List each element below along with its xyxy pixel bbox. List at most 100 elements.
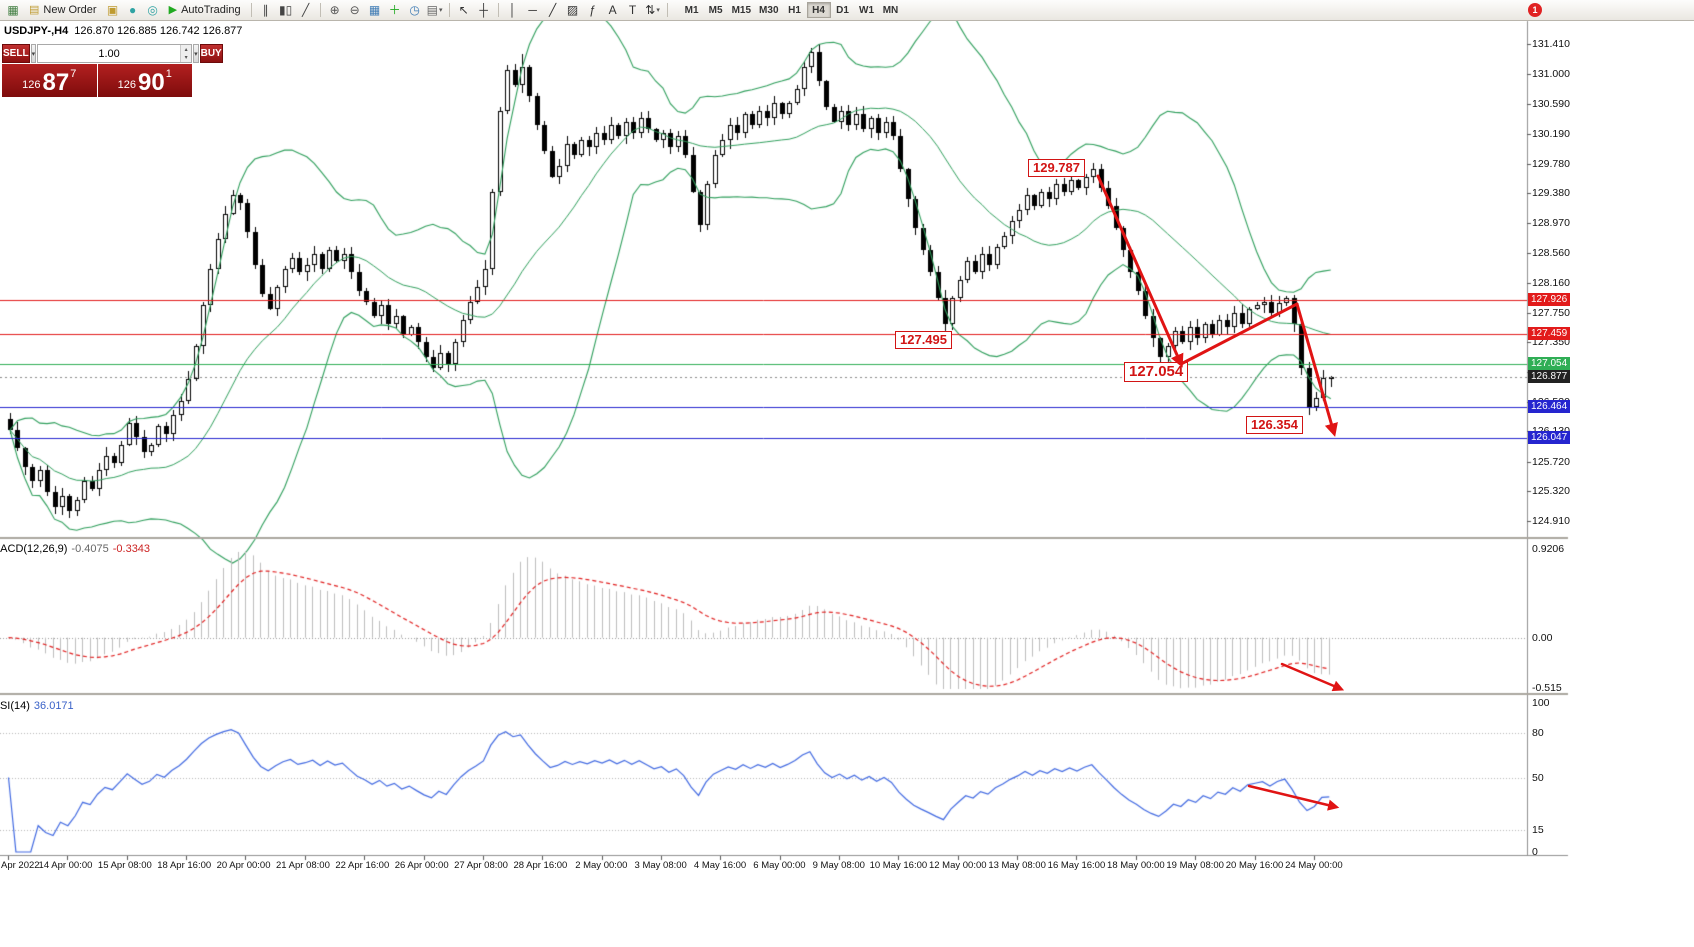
toolbar-separator [497,3,499,17]
cursor-icon: ↖ [458,3,469,17]
fibonacci-icon: ƒ [589,3,596,17]
arrows-icon[interactable]: ⇅ ▾ [643,2,663,19]
zoom-out-icon[interactable]: ⊖ [345,2,365,19]
sell-price-pipette: 7 [70,68,77,80]
new-chart-icon: ▦ [7,3,19,17]
rsi-name: RSI(14) [0,700,30,712]
candlestick-chart-icon: ▮▯ [278,3,293,17]
indicators-icon[interactable]: ＋ [385,2,405,19]
new-chart-icon[interactable]: ▦ [3,2,23,19]
timeframe-d1[interactable]: D1 [836,4,849,16]
trade-controls-row: SELL ▾ ▴▾ ▾ BUY [2,44,223,63]
sell-button[interactable]: SELL [2,44,30,63]
sell-price-pips: 87 [42,69,70,96]
period-icon[interactable]: ◷ [405,2,425,19]
zoom-in-icon[interactable]: ⊕ [325,2,345,19]
buy-price-big-figure: 126 [117,79,137,91]
horizontal-line-icon[interactable]: ─ [523,2,543,19]
toolbar: ▦ ▤ New Order ▣ ● ◎ ▶ AutoTrading ∥ ▮▯ ╱ ⊕ ⊖ ▦ ＋ ◷ ▤ ▾ ↖ ┼ │… [0,0,1694,21]
zoom-out-icon: ⊖ [349,3,360,17]
rsi-indicator-label: RSI(14)36.0171 [0,700,74,712]
timeframe-group: M1 M5 M15 M30 H1 H4 D1 W1 MN [680,2,903,18]
line-chart-icon: ╱ [301,3,310,17]
sell-options-caret[interactable]: ▾ [30,44,37,63]
dropdown-caret-icon: ▾ [656,7,660,14]
text-icon[interactable]: A [603,2,623,19]
tile-windows-icon: ▦ [368,3,381,17]
play-icon: ▶ [168,3,178,16]
crosshair-icon[interactable]: ┼ [474,2,494,19]
buy-options-caret[interactable]: ▾ [193,44,199,63]
line-chart-icon[interactable]: ╱ [296,2,316,19]
timeframe-mn[interactable]: MN [882,4,899,16]
fibonacci-icon[interactable]: ƒ [583,2,603,19]
chat-icon: ● [128,3,137,17]
timeframe-h4[interactable]: H4 [806,2,831,18]
macd-main-value: -0.4075 [71,543,109,555]
macd-name: MACD(12,26,9) [0,543,68,555]
community-icon[interactable]: ◎ [143,2,163,19]
arrows-icon: ⇅ [645,3,656,17]
trendline-icon: ╱ [548,3,557,17]
bar-chart-icon[interactable]: ∥ [256,2,276,19]
order-form-icon: ▤ [29,3,40,16]
ohlc-values: 126.870 126.885 126.742 126.877 [74,25,243,37]
toolbar-separator [666,3,668,17]
cursor-icon[interactable]: ↖ [454,2,474,19]
experts-icon[interactable]: ▣ [103,2,123,19]
timeframe-m30[interactable]: M30 [759,4,779,16]
sell-price-button[interactable]: 126 87 7 [2,64,97,97]
chat-icon[interactable]: ● [123,2,143,19]
buy-price-pips: 90 [138,69,165,96]
buy-price-button[interactable]: 126 90 1 [97,64,192,97]
toolbar-separator [319,3,321,17]
trade-prices-row: 126 87 7 126 90 1 [2,64,192,97]
spin-down-icon[interactable]: ▾ [181,53,192,62]
autotrading-button[interactable]: ▶ AutoTrading [163,2,247,19]
timeframe-w1[interactable]: W1 [859,4,874,16]
label-icon: T [628,3,637,17]
new-order-button-label: New Order [43,4,97,16]
trendline-icon[interactable]: ╱ [543,2,563,19]
experts-icon: ▣ [106,3,119,17]
sell-price-big-figure: 126 [22,79,41,91]
volume-spinner: ▴ ▾ [180,45,192,62]
macd-indicator-label: MACD(12,26,9)-0.4075-0.3343 [0,543,150,555]
channel-icon: ▨ [566,3,579,17]
channel-icon[interactable]: ▨ [563,2,583,19]
tile-windows-icon[interactable]: ▦ [365,2,385,19]
timeframe-m5[interactable]: M5 [708,4,723,16]
templates-icon: ▤ [426,3,438,17]
dropdown-caret-icon: ▾ [439,7,443,14]
toolbar-separator [250,3,252,17]
vertical-line-icon: │ [508,3,517,17]
volume-input[interactable] [38,45,181,62]
new-order-button[interactable]: ▤ New Order [23,2,103,19]
timeframe-m1[interactable]: M1 [684,4,699,16]
vertical-line-icon[interactable]: │ [503,2,523,19]
volume-field: ▴▾ [37,44,193,63]
toolbar-separator [448,3,450,17]
label-icon[interactable]: T [623,2,643,19]
candlestick-chart-icon[interactable]: ▮▯ [276,2,296,19]
horizontal-line-icon: ─ [528,3,537,17]
timeframe-m15[interactable]: M15 [731,4,752,16]
spin-up-icon[interactable]: ▴ [181,45,192,54]
buy-button[interactable]: BUY [199,44,223,63]
timeframe-h1[interactable]: H1 [788,4,801,16]
rsi-value: 36.0171 [33,700,74,712]
bar-chart-icon: ∥ [262,3,269,17]
notification-badge[interactable]: 1 [1528,3,1542,17]
autotrading-button-label: AutoTrading [181,4,241,16]
community-icon: ◎ [147,3,158,17]
period-icon: ◷ [409,3,420,17]
zoom-in-icon: ⊕ [329,3,340,17]
macd-signal-value: -0.3343 [112,543,151,555]
templates-icon[interactable]: ▤ ▾ [425,2,445,19]
chart-info-line: USDJPY-,H4 126.870 126.885 126.742 126.87… [4,25,242,37]
buy-price-pipette: 1 [165,68,172,80]
crosshair-icon: ┼ [479,3,488,17]
